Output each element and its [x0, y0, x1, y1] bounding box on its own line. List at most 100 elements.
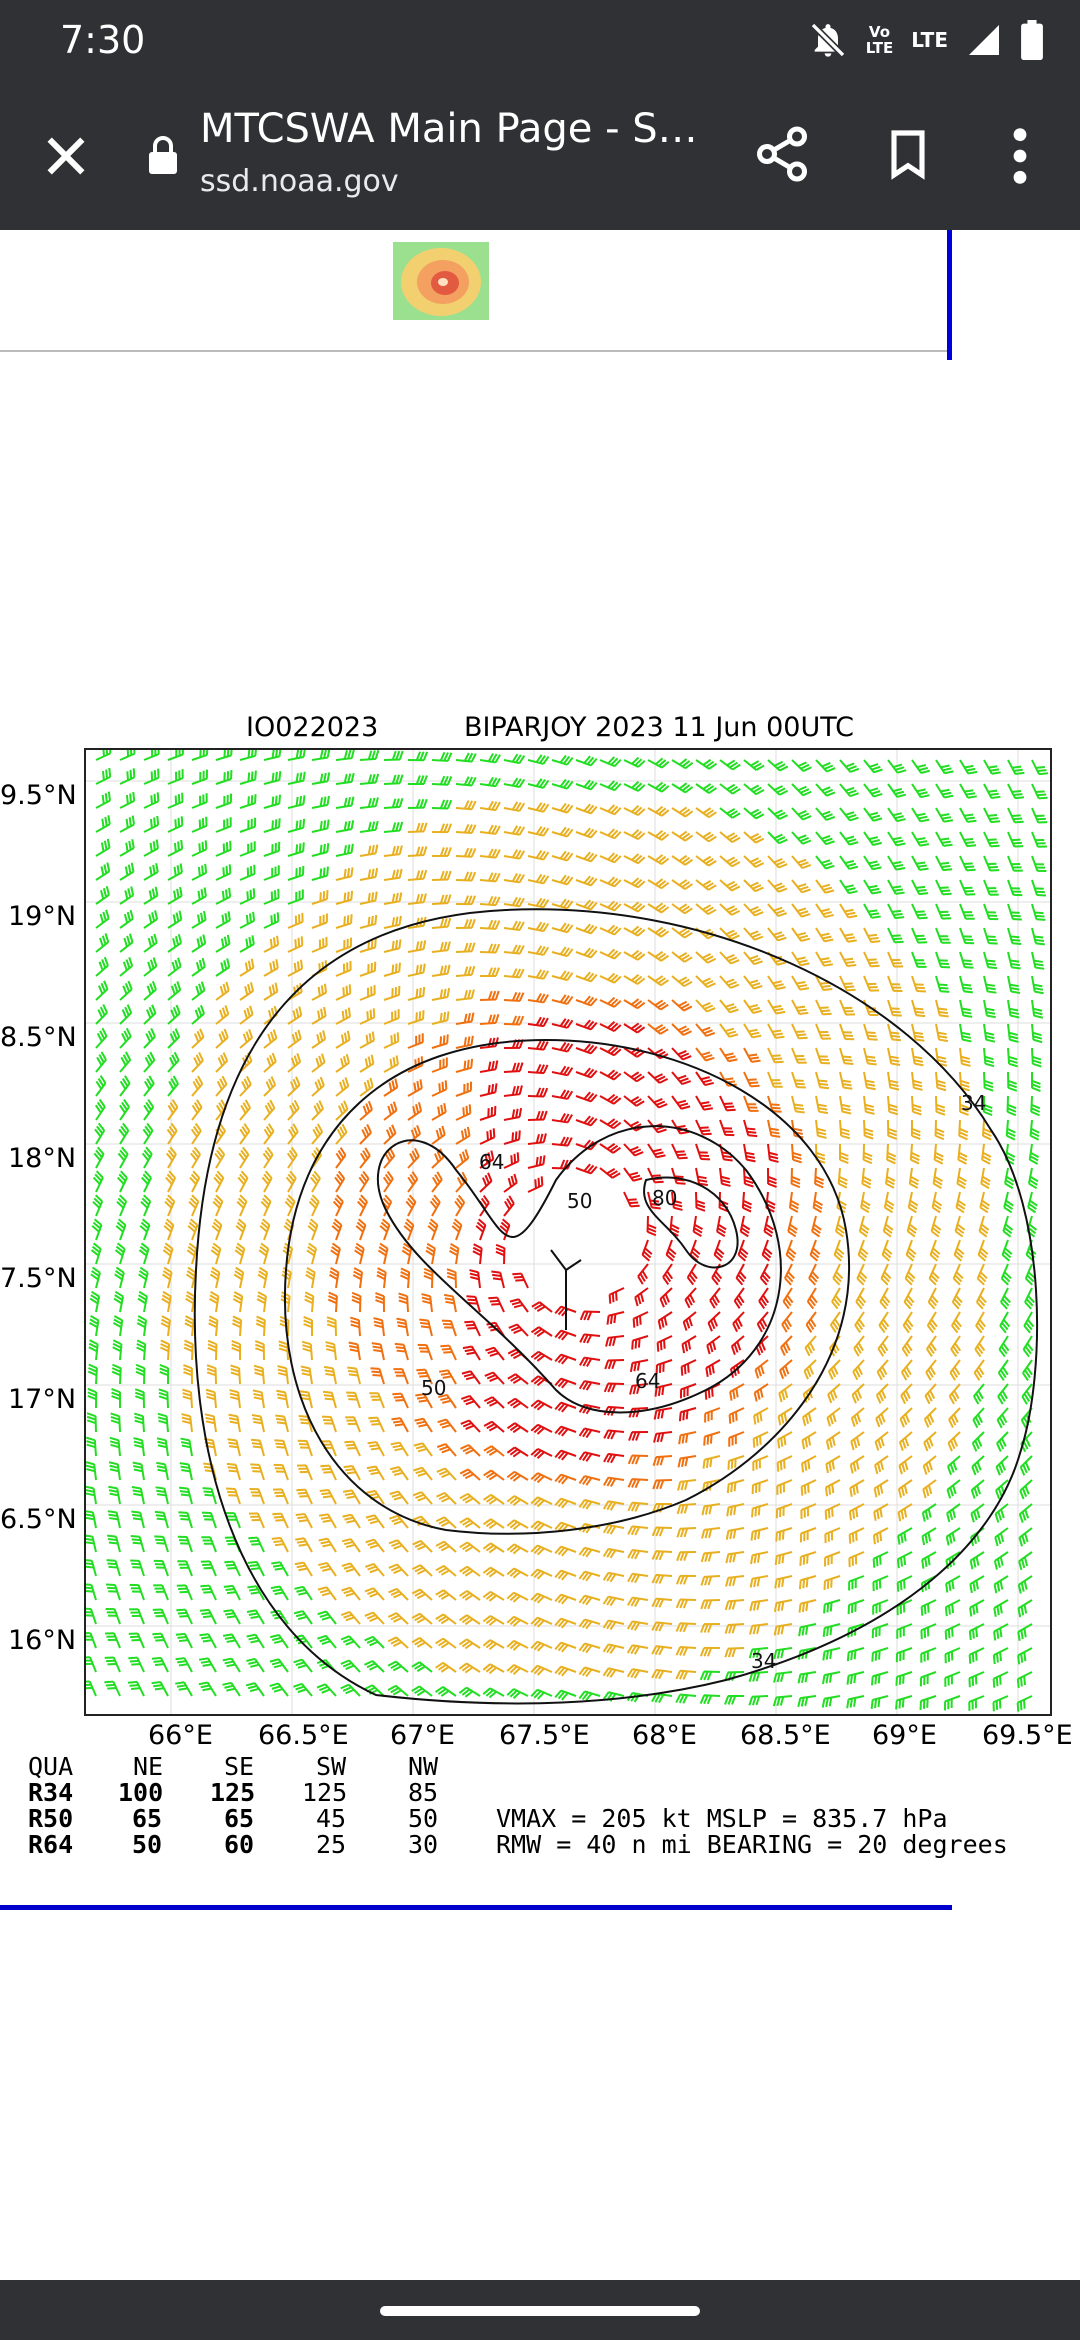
wind-barb-flag	[842, 1083, 852, 1087]
page-url[interactable]: ssd.noaa.gov	[200, 164, 399, 199]
wind-barb-flag	[562, 803, 571, 813]
wind-barb-flag	[868, 860, 878, 865]
wind-barb-flag	[345, 1053, 350, 1064]
close-tab-icon[interactable]	[38, 128, 94, 184]
wind-barb-flag	[583, 899, 591, 908]
lock-icon[interactable]	[146, 134, 180, 174]
wind-barb-flag	[859, 1250, 868, 1259]
wind-barb-flag	[347, 820, 351, 830]
wind-barb-flag	[407, 1176, 415, 1186]
wind-barb-flag	[327, 1298, 337, 1305]
wind-barb-flag	[276, 935, 280, 945]
wind-barb-flag	[760, 1341, 766, 1351]
wind-barb-flag	[701, 1026, 711, 1032]
wind-barb-flag	[226, 750, 230, 757]
wind-barb-flag	[463, 919, 469, 929]
wind-barb-flag	[711, 1297, 718, 1306]
wind-barb-flag	[103, 956, 109, 966]
wind-barb-flag	[321, 1467, 331, 1471]
wind-barb-flag	[294, 1031, 299, 1041]
wind-barb-flag	[100, 982, 106, 992]
wind-barb	[767, 783, 781, 796]
wind-barb-flag	[954, 1318, 962, 1328]
wind-barb-flag	[467, 776, 474, 786]
wind-barb-flag	[976, 1301, 984, 1310]
wind-barb-flag	[707, 1389, 711, 1399]
wind-barb-flag	[242, 1033, 248, 1043]
wind-barb-flag	[631, 780, 640, 789]
wind-barb-flag	[275, 1414, 285, 1418]
wind-barb-flag	[851, 1394, 857, 1404]
wind-barb-flag	[988, 966, 998, 970]
wind-barb-flag	[665, 1254, 675, 1262]
wind-barb-flag	[657, 880, 667, 888]
wind-barb-flag	[415, 822, 421, 832]
wind-barb-flag	[850, 1417, 856, 1427]
wind-barb-flag	[869, 787, 879, 792]
wind-barb-flag	[490, 1150, 495, 1160]
wind-barb-flag	[489, 1129, 493, 1139]
wind-barb-flag	[374, 867, 379, 878]
wind-barb-flag	[733, 1482, 737, 1492]
storm-thumbnail[interactable]	[393, 242, 489, 326]
wind-barb-flag	[773, 1057, 783, 1061]
wind-barb-flag	[930, 1274, 939, 1283]
wind-barb-flag	[1030, 1110, 1040, 1117]
wind-barb-flag	[443, 847, 449, 857]
wind-barb-flag	[783, 1412, 788, 1422]
wind-barb-flag	[783, 1459, 786, 1469]
wind-barb-flag	[371, 797, 376, 807]
wind-barb-flag	[367, 774, 373, 784]
wind-barb-flag	[922, 1489, 927, 1499]
wind-barb-flag	[358, 1197, 367, 1206]
wind-barb-flag	[939, 986, 949, 990]
wind-barb-flag	[131, 815, 135, 825]
wind-barb-flag	[460, 1444, 470, 1450]
wind-barb-flag	[491, 990, 497, 1000]
wind-barb-flag	[790, 1199, 800, 1206]
wind-barb-flag	[723, 1158, 733, 1162]
wind-barb-flag	[606, 1168, 616, 1175]
wind-barb-flag	[289, 1170, 297, 1179]
wind-barb-flag	[296, 961, 300, 971]
wind-barb-flag	[989, 841, 999, 845]
wind-barb-flag	[914, 1035, 924, 1039]
wind-barb-flag	[434, 1153, 440, 1163]
bookmark-icon[interactable]	[880, 124, 936, 184]
wind-barb-flag	[230, 750, 233, 756]
wind-barb-flag	[632, 1148, 642, 1154]
page-title[interactable]: MTCSWA Main Page - Sa...	[200, 106, 720, 152]
wind-barb-flag	[535, 921, 543, 931]
wind-barb-flag	[443, 775, 449, 785]
wind-barb-flag	[452, 1221, 461, 1230]
wind-barb-flag	[725, 954, 735, 960]
wind-barb-flag	[494, 872, 501, 882]
wind-barb-flag	[681, 1457, 685, 1467]
wind-barb-flag	[677, 1050, 687, 1056]
wind-barb-flag	[395, 1055, 399, 1065]
wind-barb-flag	[226, 1462, 236, 1466]
wind-barb-flag	[662, 1296, 668, 1306]
wind-barb-flag	[926, 1416, 932, 1426]
thumbnail-frame	[0, 230, 950, 352]
wind-barb-flag	[700, 1076, 710, 1081]
wind-barb	[671, 975, 685, 988]
wind-barb-flag	[395, 1346, 405, 1350]
wind-barb-flag	[832, 1298, 841, 1307]
more-options-icon[interactable]	[1000, 124, 1040, 188]
wind-barb-flag	[287, 1173, 295, 1182]
wind-barb-flag	[185, 1294, 195, 1301]
share-icon[interactable]	[752, 124, 812, 184]
wind-barb-flag	[329, 1273, 338, 1281]
wind-barb-flag	[630, 998, 640, 1006]
wind-barb-flag	[463, 871, 470, 881]
wind-barb-flag	[915, 1010, 925, 1014]
wind-barb-flag	[873, 817, 883, 822]
wind-barb-flag	[231, 1339, 241, 1346]
wind-barb-flag	[812, 1247, 821, 1255]
wind-barb-flag	[896, 818, 906, 823]
wind-barb-flag	[635, 1100, 645, 1107]
wind-barb-flag	[821, 786, 831, 792]
wind-barb-flag	[582, 1357, 589, 1367]
wind-barb-flag	[161, 1297, 171, 1305]
